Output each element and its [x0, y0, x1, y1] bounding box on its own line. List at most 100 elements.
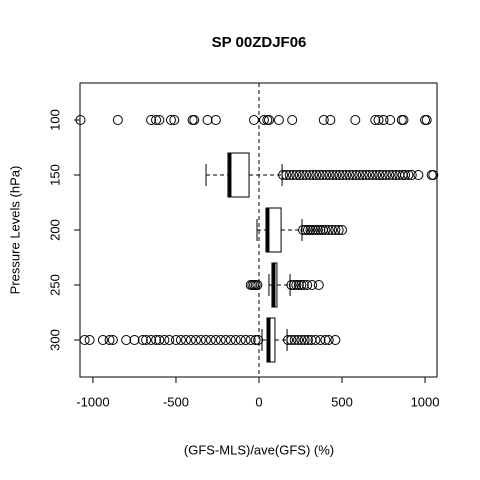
outlier — [288, 170, 299, 180]
outlier — [146, 335, 157, 345]
outlier — [364, 170, 375, 180]
outlier — [313, 280, 324, 290]
outlier — [112, 115, 123, 125]
outlier — [170, 335, 181, 345]
outlier — [299, 335, 310, 345]
outlier — [291, 170, 302, 180]
outlier — [202, 115, 213, 125]
outlier — [141, 335, 152, 345]
outlier — [230, 335, 241, 345]
y-tick-label: 100 — [47, 109, 62, 131]
outlier — [377, 170, 388, 180]
outlier — [341, 170, 352, 180]
outlier — [190, 335, 201, 345]
outlier — [235, 335, 246, 345]
outlier — [294, 170, 305, 180]
outlier — [104, 335, 115, 345]
outlier — [302, 280, 313, 290]
outlier — [154, 115, 165, 125]
outlier — [320, 335, 331, 345]
outlier — [315, 335, 326, 345]
outlier — [169, 115, 180, 125]
outlier — [374, 170, 385, 180]
outlier — [312, 225, 323, 235]
y-tick-label: 150 — [47, 164, 62, 186]
outlier — [403, 170, 414, 180]
y-tick-label: 300 — [47, 329, 62, 351]
outlier — [350, 115, 361, 125]
outlier — [300, 225, 311, 235]
outlier — [281, 170, 292, 180]
x-tick-label: 1000 — [411, 394, 440, 409]
outlier — [298, 225, 309, 235]
outlier — [165, 115, 176, 125]
y-tick-label: 250 — [47, 274, 62, 296]
outlier — [97, 335, 108, 345]
outlier — [283, 335, 294, 345]
outlier — [250, 335, 261, 345]
outlier — [428, 170, 439, 180]
outlier — [289, 335, 300, 345]
outlier — [413, 170, 424, 180]
outlier — [318, 115, 329, 125]
outlier — [159, 335, 170, 345]
outlier — [129, 335, 140, 345]
outlier — [344, 170, 355, 180]
outlier — [286, 335, 297, 345]
outlier — [253, 335, 264, 345]
outlier — [398, 115, 409, 125]
outlier — [311, 170, 322, 180]
outlier — [351, 170, 362, 180]
outlier — [324, 170, 335, 180]
outlier — [293, 280, 304, 290]
outlier — [189, 115, 200, 125]
outlier — [252, 280, 263, 290]
outlier — [370, 115, 381, 125]
outlier — [302, 335, 313, 345]
outlier — [337, 170, 348, 180]
outlier — [205, 335, 216, 345]
x-tick-label: -1000 — [76, 394, 109, 409]
outlier — [240, 335, 251, 345]
outlier — [330, 225, 341, 235]
outlier — [337, 225, 348, 235]
outlier — [298, 170, 309, 180]
outlier — [357, 170, 368, 180]
box — [266, 317, 276, 363]
outlier — [333, 225, 344, 235]
outlier — [385, 115, 396, 125]
outlier — [121, 335, 132, 345]
outlier — [310, 225, 321, 235]
outlier — [307, 225, 318, 235]
outlier — [291, 280, 302, 290]
box — [265, 207, 282, 253]
outlier — [317, 170, 328, 180]
outlier — [263, 115, 274, 125]
outlier — [200, 335, 211, 345]
outlier — [185, 335, 196, 345]
outlier — [307, 280, 318, 290]
outlier — [354, 170, 365, 180]
outlier — [164, 335, 175, 345]
outlier — [154, 335, 165, 345]
x-tick-label: -500 — [163, 394, 189, 409]
outlier — [301, 170, 312, 180]
outlier — [75, 115, 86, 125]
outlier — [107, 335, 118, 345]
outlier — [288, 280, 299, 290]
outlier — [361, 170, 372, 180]
outlier — [302, 225, 313, 235]
outlier — [296, 335, 307, 345]
y-tick-label: 200 — [47, 219, 62, 241]
outlier — [225, 335, 236, 345]
outlier — [304, 170, 315, 180]
outlier — [314, 170, 325, 180]
outlier — [79, 335, 90, 345]
outlier — [325, 115, 336, 125]
outlier — [421, 115, 432, 125]
x-axis-label: (GFS-MLS)/ave(GFS) (%) — [184, 442, 334, 457]
outlier — [175, 335, 186, 345]
outlier — [327, 170, 338, 180]
outlier — [327, 225, 338, 235]
